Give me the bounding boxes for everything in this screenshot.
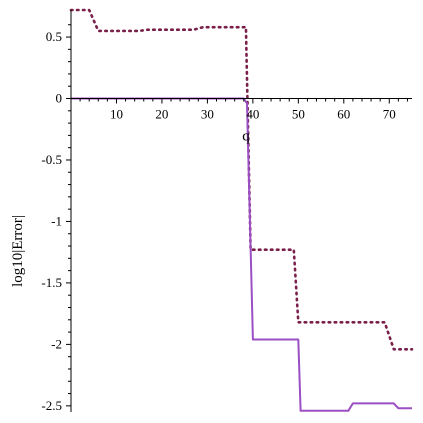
series-line-2 xyxy=(71,97,412,412)
y-tick-label: -2.5 xyxy=(41,398,62,413)
x-tick-label: 70 xyxy=(383,107,396,122)
chart-axes: 10 20 30 40 50 60 70 0.5 0 -0.5 -1 -1.5 -2 -2.5 xyxy=(41,10,412,413)
x-ticks: 10 20 30 40 50 60 70 xyxy=(79,98,408,122)
y-tick-label: -1 xyxy=(51,213,62,228)
chart-marks xyxy=(69,8,414,412)
x-tick-label: 20 xyxy=(155,107,168,122)
y-tick-label: -1.5 xyxy=(41,275,62,290)
series-line-1 xyxy=(69,8,414,351)
x-tick-label: 50 xyxy=(292,107,305,122)
x-tick-label: 60 xyxy=(337,107,350,122)
x-tick-label: 10 xyxy=(110,107,123,122)
y-tick-label: -0.5 xyxy=(41,152,62,167)
y-tick-label: -2 xyxy=(51,336,62,351)
x-tick-label: 30 xyxy=(201,107,214,122)
y-ticks: 0.5 0 -0.5 -1 -1.5 -2 -2.5 xyxy=(41,24,71,413)
y-tick-label: 0 xyxy=(56,91,63,106)
y-axis-title: log10|Error| xyxy=(10,215,26,287)
y-tick-label: 0.5 xyxy=(46,29,62,44)
x-axis-title: q xyxy=(242,129,250,145)
x-tick-label: 40 xyxy=(246,107,259,122)
